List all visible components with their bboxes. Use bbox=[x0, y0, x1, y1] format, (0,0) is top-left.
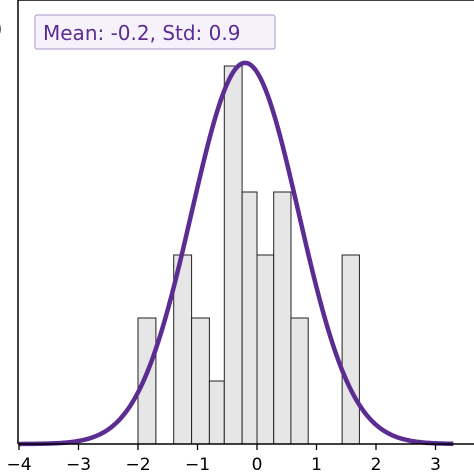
histogram-bar-0 bbox=[137, 317, 157, 445]
x-tick-label-0: −4 bbox=[6, 455, 31, 474]
x-tick-label-7: 3 bbox=[430, 455, 441, 474]
x-axis-ticks: −4 −3 −2 −1 0 1 2 3 bbox=[6, 444, 441, 474]
plot-axes bbox=[17, 0, 474, 445]
histogram-bar-6 bbox=[256, 254, 275, 445]
x-tick-label-1: −3 bbox=[66, 455, 91, 474]
histogram-bar-2 bbox=[191, 317, 210, 445]
histogram-bars bbox=[137, 65, 360, 445]
panel-letter: ) bbox=[0, 14, 3, 44]
histogram-bar-3 bbox=[208, 380, 225, 445]
x-tick-label-6: 2 bbox=[371, 455, 382, 474]
histogram-bar-7 bbox=[273, 191, 292, 445]
stats-annotation: Mean: -0.2, Std: 0.9 bbox=[34, 14, 276, 50]
annotation-text: Mean: -0.2, Std: 0.9 bbox=[43, 21, 240, 45]
histogram-bar-4 bbox=[223, 65, 243, 445]
x-tick-label-4: 0 bbox=[252, 455, 263, 474]
histogram-bar-9 bbox=[341, 254, 360, 445]
x-tick-label-2: −2 bbox=[125, 455, 150, 474]
x-tick-label-3: −1 bbox=[185, 455, 210, 474]
normal-fit-curve bbox=[18, 60, 455, 447]
histogram-bar-5 bbox=[241, 191, 258, 445]
x-tick-label-5: 1 bbox=[311, 455, 322, 474]
annotation-box bbox=[34, 14, 276, 50]
histogram-bar-8 bbox=[290, 317, 309, 445]
